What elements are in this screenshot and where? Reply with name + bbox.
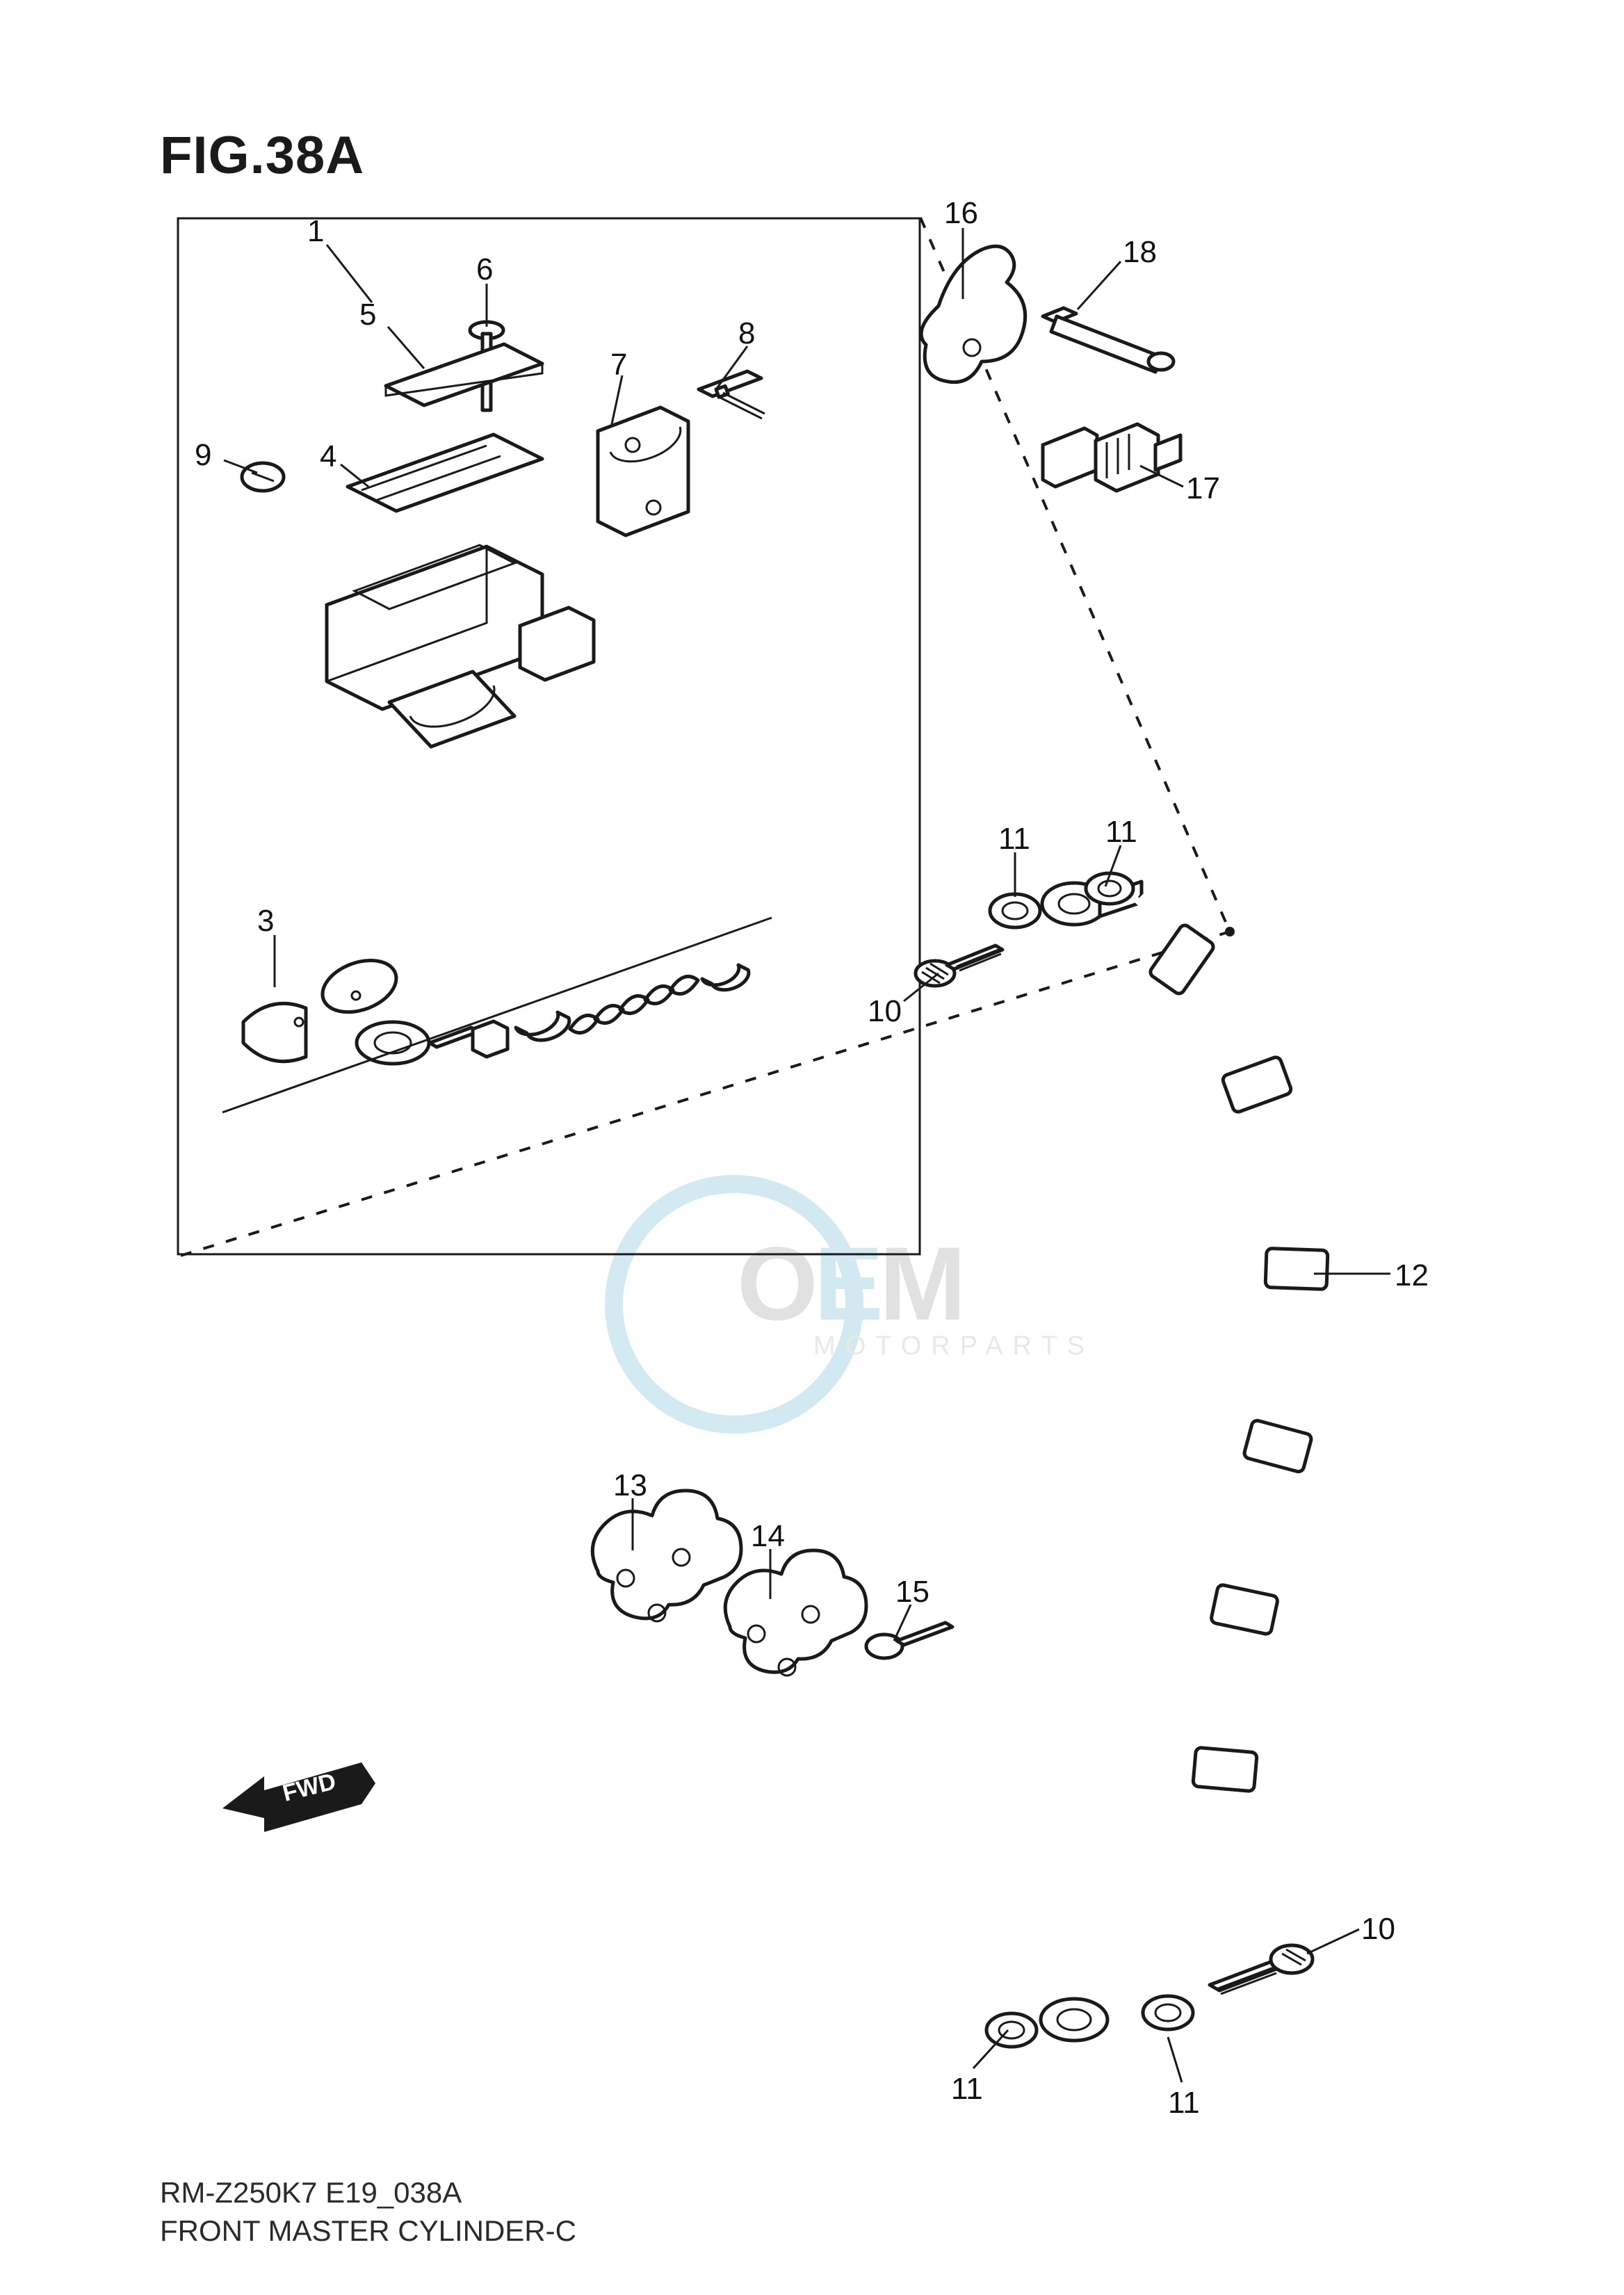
reservoir-body — [327, 545, 594, 747]
callout-4: 4 — [320, 439, 336, 474]
callout-10a: 10 — [868, 994, 902, 1029]
callout-7: 7 — [610, 348, 627, 382]
part-7-clamp — [598, 407, 688, 535]
callout-6: 6 — [476, 252, 493, 287]
part-4-diaphragm — [348, 435, 542, 511]
callout-11d: 11 — [1168, 2086, 1200, 2120]
callout-11b: 11 — [1105, 815, 1137, 850]
master-cylinder-assembly — [242, 322, 765, 747]
part-10-banjo-bolt-lower — [1210, 1945, 1313, 1994]
part-10-banjo-bolt-upper — [916, 946, 1002, 986]
part-17-adjuster — [1043, 424, 1180, 491]
callout-9: 9 — [195, 438, 211, 473]
callout-11a: 11 — [998, 822, 1030, 857]
callout-15: 15 — [895, 1575, 929, 1609]
callout-1: 1 — [307, 214, 324, 249]
part-9-plug — [242, 463, 284, 491]
part-8-bolt — [699, 371, 765, 419]
callout-18: 18 — [1123, 235, 1157, 270]
callout-8: 8 — [738, 316, 755, 351]
callout-17: 17 — [1186, 471, 1220, 506]
part-14-clamp — [725, 1550, 866, 1676]
part-5-cap — [386, 344, 542, 405]
dashed-pointers — [181, 218, 1235, 1256]
callout-13: 13 — [613, 1468, 647, 1503]
callout-3: 3 — [257, 904, 274, 939]
footer-model-code: RM-Z250K7 E19_038A — [160, 2176, 462, 2209]
banjo-eye-lower — [1041, 1999, 1107, 2041]
part-11-washer-upper-1 — [990, 894, 1040, 927]
diagram-canvas: .st{stroke:#1a1a1a;stroke-width:5;fill:n… — [0, 0, 1624, 2295]
assembly-box — [178, 218, 920, 1254]
part-11-washer-lower-1 — [986, 2013, 1037, 2047]
callout-11c: 11 — [951, 2072, 983, 2107]
lower-banjo — [986, 1945, 1313, 2047]
part-15-bolt — [866, 1623, 952, 1658]
part-16-lever — [921, 246, 1025, 382]
page: FIG.38A OEM MOTORPARTS .st{stroke:#1a1a1… — [0, 0, 1624, 2295]
part-13-clamp — [592, 1491, 741, 1621]
fwd-arrow-icon: FWD — [222, 1762, 375, 1832]
part-18-bolt — [1043, 308, 1174, 372]
callout-16: 16 — [944, 196, 978, 231]
callout-14: 14 — [751, 1519, 785, 1554]
footer-section-title: FRONT MASTER CYLINDER-C — [160, 2214, 576, 2248]
part-3-piston-kit — [222, 918, 772, 1112]
part-11-washer-lower-2 — [1143, 1996, 1193, 2029]
callout-12: 12 — [1395, 1258, 1429, 1293]
callout-5: 5 — [359, 298, 376, 332]
callout-10b: 10 — [1361, 1912, 1395, 1947]
